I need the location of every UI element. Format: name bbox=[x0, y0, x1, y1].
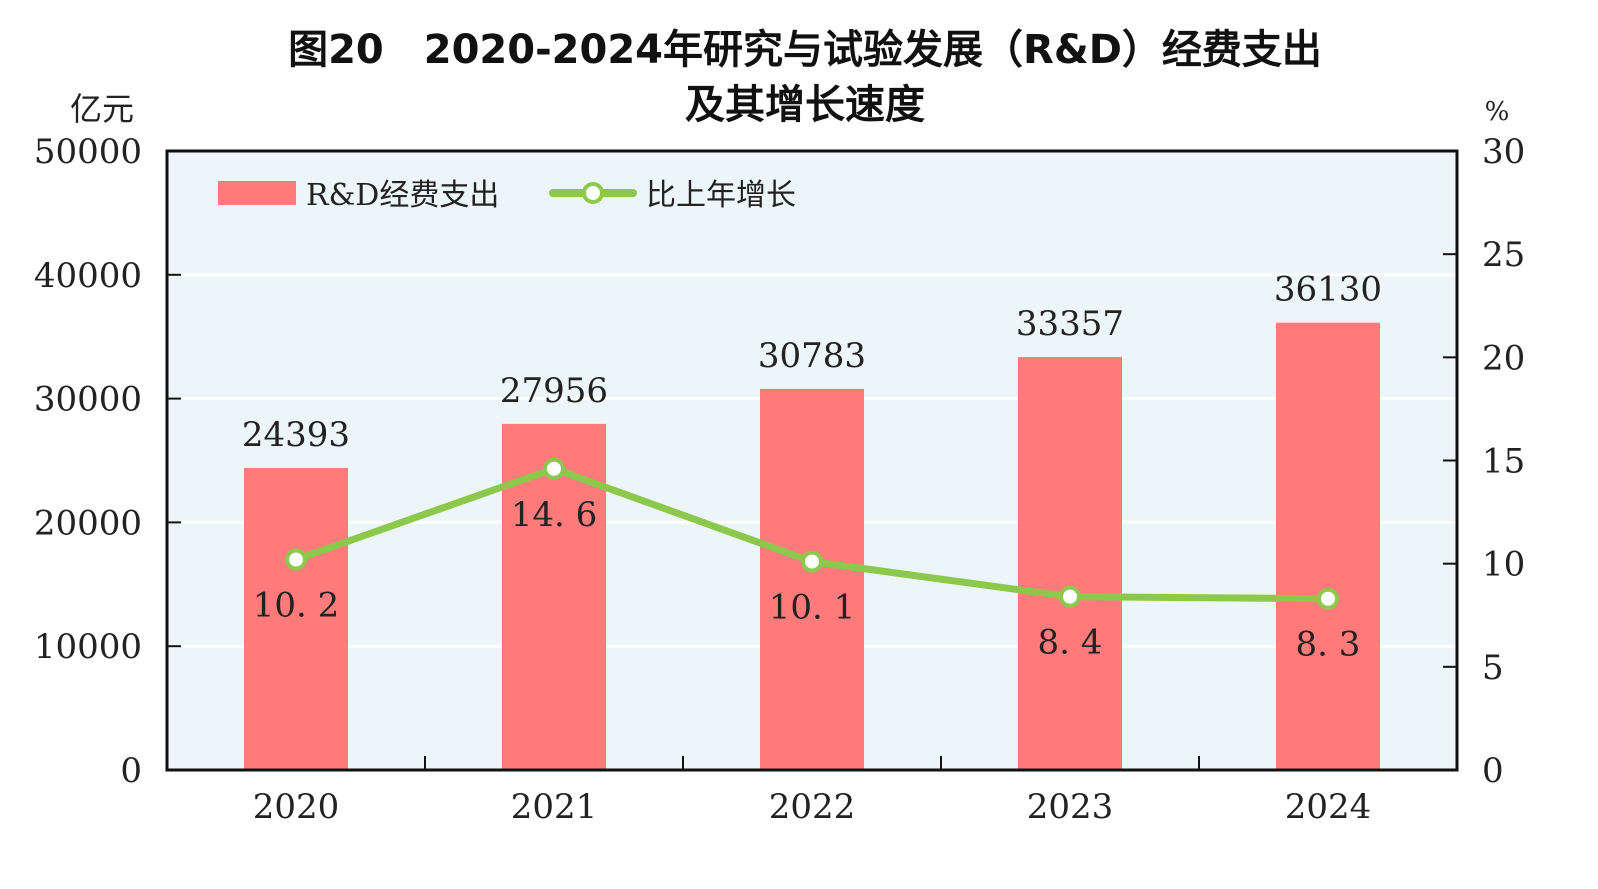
growth-marker bbox=[1059, 585, 1081, 608]
legend: R&D经费支出 比上年增长 bbox=[218, 178, 796, 213]
bar-value-label: 36130 bbox=[1274, 270, 1382, 310]
growth-value-label: 8. 4 bbox=[1038, 623, 1103, 663]
x-tick-label: 2020 bbox=[253, 787, 340, 827]
right-tick-label: 30 bbox=[1482, 132, 1525, 172]
chart-title-line2: 及其增长速度 bbox=[685, 82, 925, 128]
legend-swatch-bar bbox=[218, 181, 296, 205]
bar bbox=[1276, 322, 1380, 770]
right-tick-label: 0 bbox=[1482, 751, 1504, 791]
x-tick-label: 2021 bbox=[511, 787, 598, 827]
right-tick-label: 5 bbox=[1482, 648, 1504, 688]
growth-marker bbox=[285, 548, 307, 571]
left-tick-label: 0 bbox=[120, 751, 142, 791]
right-tick-label: 10 bbox=[1482, 545, 1525, 585]
bar-value-label: 24393 bbox=[242, 415, 350, 455]
x-tick-label: 2024 bbox=[1285, 787, 1372, 827]
growth-value-label: 8. 3 bbox=[1296, 625, 1361, 665]
bar-value-label: 33357 bbox=[1016, 304, 1124, 344]
right-axis-unit: % bbox=[1485, 97, 1510, 127]
right-tick-label: 25 bbox=[1482, 235, 1525, 275]
left-tick-label: 40000 bbox=[34, 256, 142, 296]
x-tick-label: 2023 bbox=[1027, 787, 1114, 827]
x-tick-label: 2022 bbox=[769, 787, 856, 827]
bar-value-label: 30783 bbox=[758, 336, 866, 376]
legend-swatch-marker bbox=[582, 182, 604, 204]
bar bbox=[760, 388, 864, 770]
chart-title-line1: 图20 2020-2024年研究与试验发展（R&D）经费支出 bbox=[288, 27, 1322, 73]
left-tick-label: 30000 bbox=[34, 380, 142, 420]
right-tick-label: 15 bbox=[1482, 442, 1525, 482]
growth-marker bbox=[801, 550, 823, 573]
growth-marker bbox=[543, 457, 565, 480]
plot-frame bbox=[165, 149, 1459, 772]
growth-value-label: 10. 2 bbox=[253, 586, 340, 626]
legend-label-bar: R&D经费支出 bbox=[306, 178, 499, 213]
bar-value-label: 27956 bbox=[500, 371, 608, 411]
left-axis-unit: 亿元 bbox=[70, 90, 134, 128]
left-tick-label: 20000 bbox=[34, 503, 142, 543]
left-tick-label: 50000 bbox=[34, 132, 142, 172]
growth-value-label: 14. 6 bbox=[511, 495, 598, 535]
bar bbox=[244, 468, 348, 770]
right-tick-label: 20 bbox=[1482, 338, 1525, 378]
left-tick-label: 10000 bbox=[34, 627, 142, 667]
bar bbox=[1018, 357, 1122, 770]
legend-label-line: 比上年增长 bbox=[646, 178, 796, 213]
growth-marker bbox=[1317, 587, 1339, 610]
growth-value-label: 10. 1 bbox=[769, 588, 856, 628]
